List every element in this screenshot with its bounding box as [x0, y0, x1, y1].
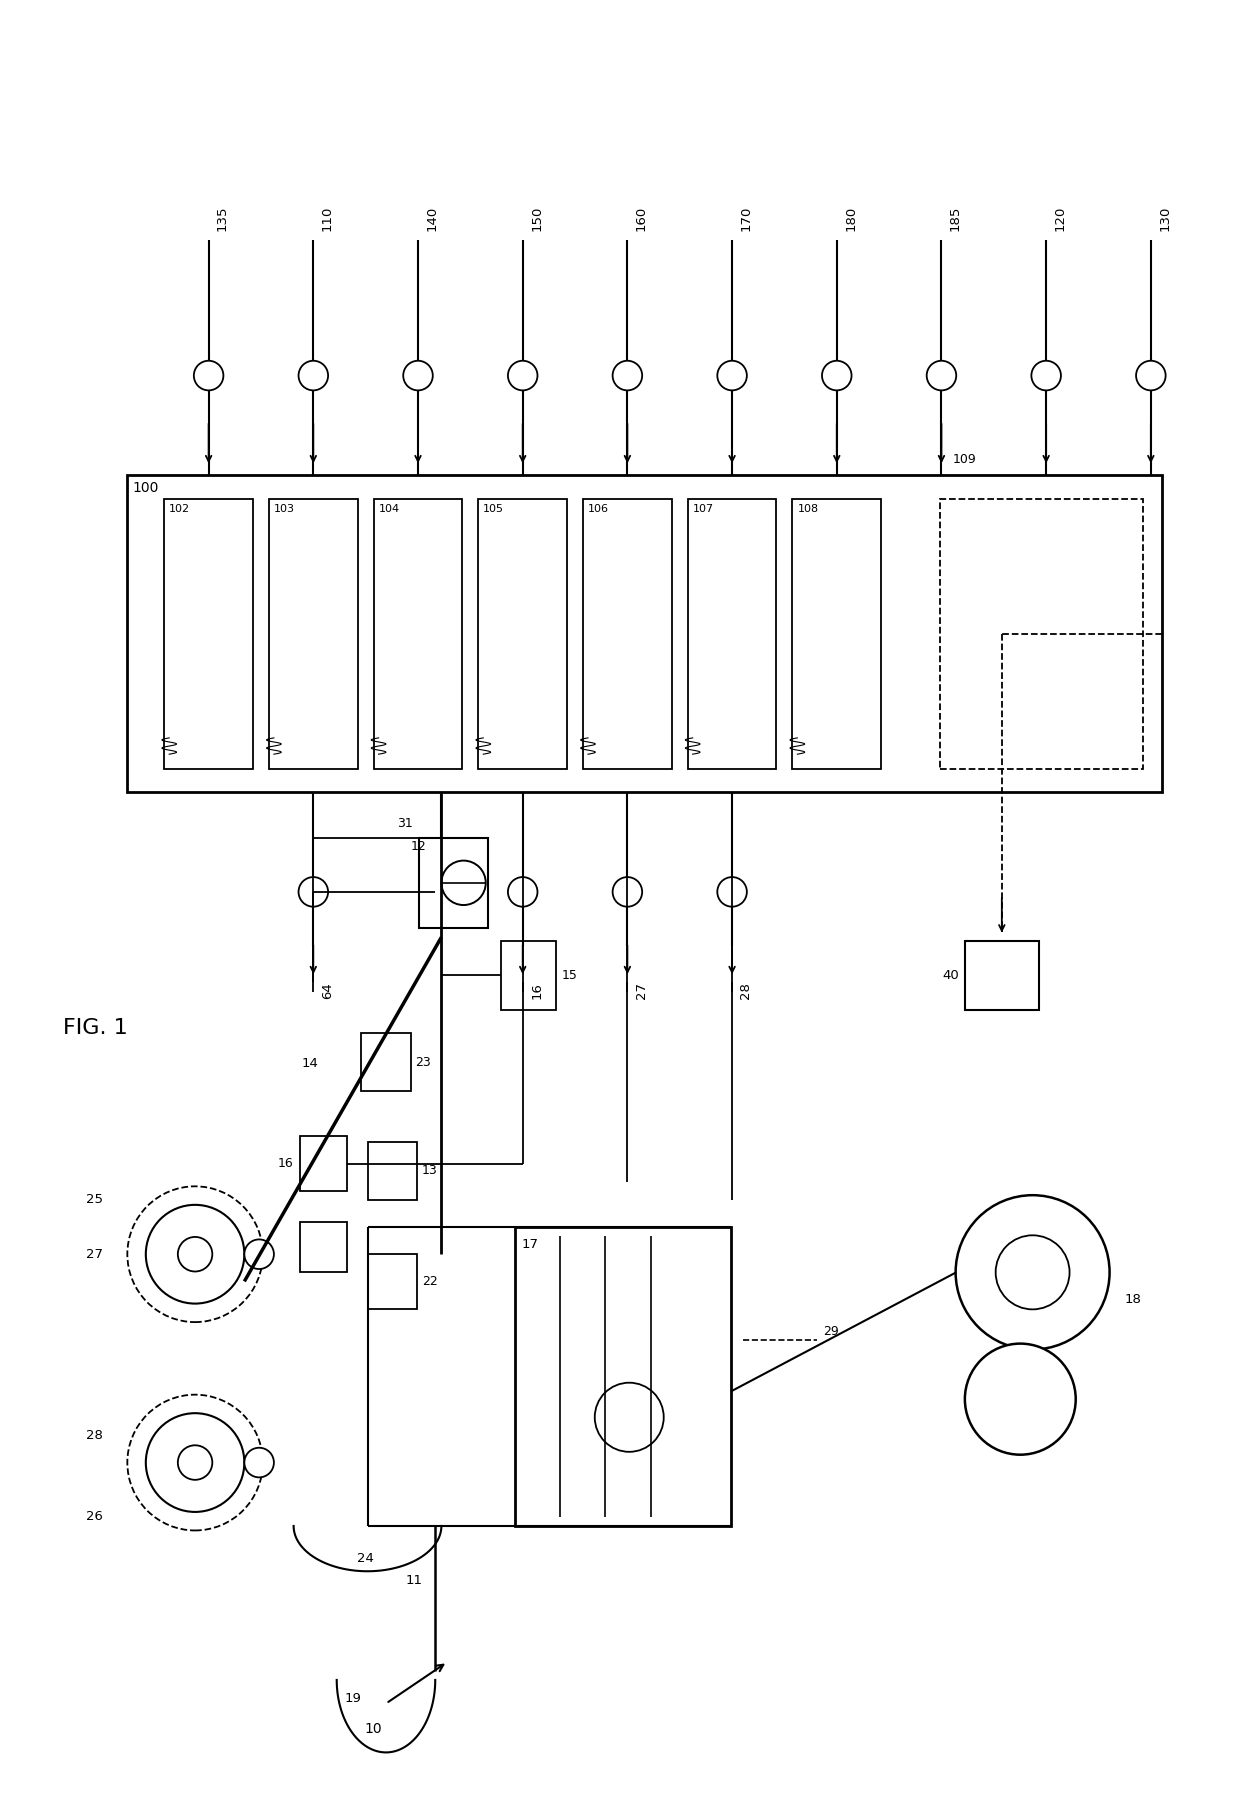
Text: 28: 28 [739, 983, 753, 999]
Ellipse shape [996, 1236, 1070, 1309]
Text: 170: 170 [739, 206, 753, 231]
Text: 23: 23 [415, 1056, 432, 1068]
Bar [367, 1141, 417, 1199]
Text: 11: 11 [405, 1574, 423, 1587]
Text: 40: 40 [942, 968, 959, 981]
Text: 150: 150 [529, 206, 543, 231]
Ellipse shape [146, 1205, 244, 1303]
Text: 26: 26 [86, 1511, 103, 1523]
Text: 12: 12 [410, 841, 427, 854]
Text: 104: 104 [378, 504, 399, 515]
Ellipse shape [299, 877, 329, 906]
Ellipse shape [508, 877, 537, 906]
Text: 185: 185 [949, 206, 962, 231]
Ellipse shape [128, 1187, 263, 1321]
Bar [300, 1221, 346, 1272]
Bar [792, 499, 882, 768]
Text: 160: 160 [635, 206, 647, 231]
Text: 14: 14 [301, 1057, 319, 1070]
Text: 13: 13 [422, 1165, 438, 1178]
Text: 130: 130 [1158, 206, 1172, 231]
Ellipse shape [177, 1445, 212, 1480]
Ellipse shape [403, 360, 433, 389]
Text: 64: 64 [321, 983, 334, 999]
Text: 107: 107 [693, 504, 714, 515]
Text: FIG. 1: FIG. 1 [63, 1017, 128, 1037]
Bar [501, 941, 556, 1010]
Bar [419, 837, 489, 928]
Ellipse shape [595, 1383, 663, 1452]
Text: 31: 31 [397, 817, 413, 830]
Text: 105: 105 [484, 504, 505, 515]
Text: 29: 29 [823, 1325, 839, 1338]
Ellipse shape [128, 1394, 263, 1531]
Text: 27: 27 [635, 983, 647, 999]
Bar [164, 499, 253, 768]
Text: 16: 16 [278, 1158, 294, 1170]
Ellipse shape [441, 861, 486, 905]
Bar [583, 499, 672, 768]
Text: 103: 103 [274, 504, 295, 515]
Text: 16: 16 [529, 983, 543, 999]
Text: 15: 15 [562, 968, 578, 981]
Bar [128, 475, 1162, 792]
Ellipse shape [193, 360, 223, 389]
Bar [965, 941, 1039, 1010]
Bar [373, 499, 463, 768]
Text: 109: 109 [952, 453, 976, 466]
Text: 110: 110 [321, 206, 334, 231]
Text: 100: 100 [133, 480, 159, 495]
Ellipse shape [244, 1447, 274, 1478]
Ellipse shape [717, 360, 746, 389]
Text: 28: 28 [86, 1429, 103, 1441]
Ellipse shape [299, 360, 329, 389]
Ellipse shape [717, 877, 746, 906]
Ellipse shape [613, 360, 642, 389]
Ellipse shape [822, 360, 852, 389]
Bar [688, 499, 776, 768]
Bar [479, 499, 567, 768]
Text: 140: 140 [425, 206, 439, 231]
Text: 135: 135 [216, 206, 229, 231]
Text: 102: 102 [169, 504, 190, 515]
Ellipse shape [244, 1239, 274, 1269]
Bar [516, 1227, 730, 1525]
Text: 25: 25 [86, 1194, 103, 1207]
Text: 108: 108 [797, 504, 818, 515]
Text: 24: 24 [357, 1552, 373, 1565]
Ellipse shape [1136, 360, 1166, 389]
Ellipse shape [146, 1412, 244, 1512]
Bar [269, 499, 357, 768]
Text: 180: 180 [844, 206, 857, 231]
Text: 18: 18 [1125, 1292, 1142, 1307]
Text: 106: 106 [588, 504, 609, 515]
Bar [940, 499, 1143, 768]
Text: 120: 120 [1054, 206, 1066, 231]
Text: 19: 19 [345, 1691, 361, 1705]
Text: 27: 27 [86, 1249, 103, 1261]
Bar [300, 1136, 346, 1190]
Text: 22: 22 [422, 1274, 438, 1289]
Ellipse shape [613, 877, 642, 906]
Ellipse shape [508, 360, 537, 389]
Text: 10: 10 [365, 1722, 382, 1736]
Ellipse shape [956, 1196, 1110, 1349]
Ellipse shape [177, 1238, 212, 1272]
Ellipse shape [926, 360, 956, 389]
Ellipse shape [1032, 360, 1061, 389]
Bar [367, 1254, 417, 1309]
Bar [361, 1034, 410, 1092]
Ellipse shape [965, 1343, 1076, 1454]
Text: 17: 17 [522, 1238, 538, 1250]
